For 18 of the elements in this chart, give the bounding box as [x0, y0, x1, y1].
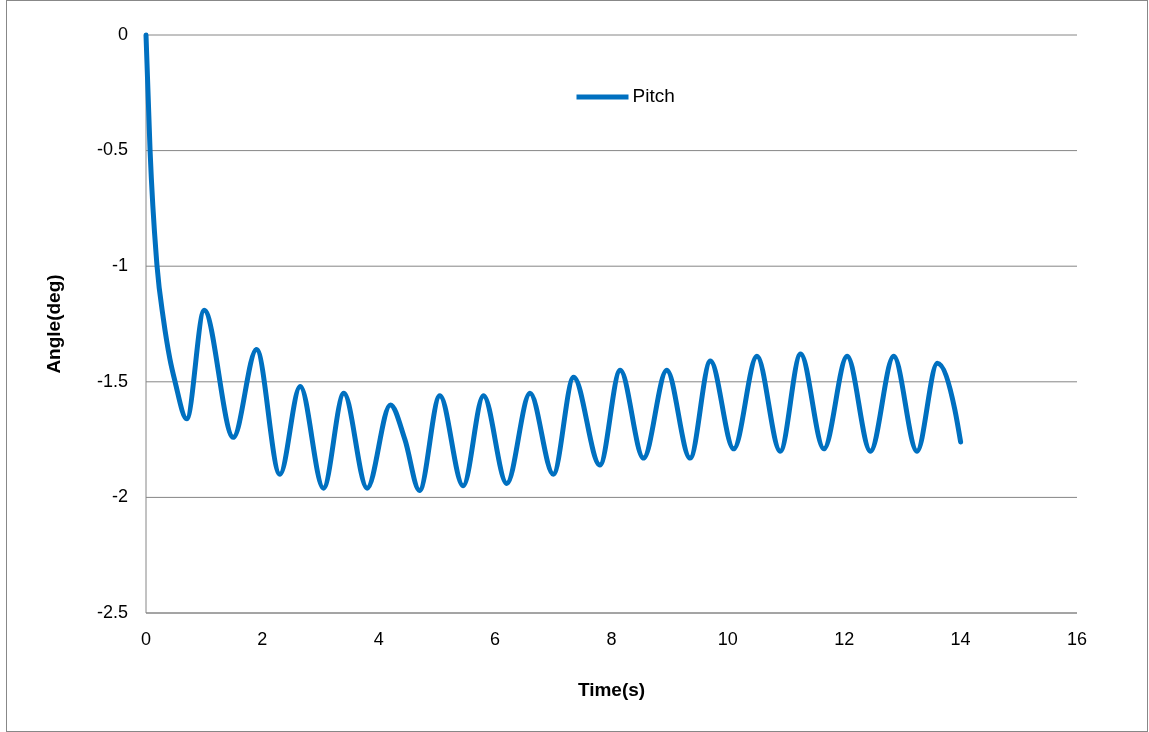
x-tick-label: 16	[1066, 629, 1088, 649]
x-tick-label: 14	[950, 629, 971, 649]
y-tick-label: -0.5	[96, 139, 128, 160]
x-tick-label: 0	[140, 629, 152, 649]
y-tick-label: -2	[111, 486, 128, 507]
y-tick-label: -1	[111, 254, 128, 275]
legend-label: Pitch	[632, 85, 675, 107]
x-tick-label: 12	[834, 629, 855, 649]
x-tick-label: 6	[490, 629, 501, 649]
x-axis-title: Time(s)	[577, 679, 646, 700]
x-tick-label: 10	[717, 629, 738, 649]
y-tick-label: -1.5	[96, 370, 128, 391]
x-tick-label: 8	[606, 629, 617, 649]
y-tick-label: 0	[117, 23, 128, 44]
x-tick-label: 4	[373, 629, 384, 649]
y-tick-label: -2.5	[96, 601, 128, 622]
y-axis-title: Angle(deg)	[43, 274, 64, 374]
x-tick-label: 2	[257, 629, 268, 649]
